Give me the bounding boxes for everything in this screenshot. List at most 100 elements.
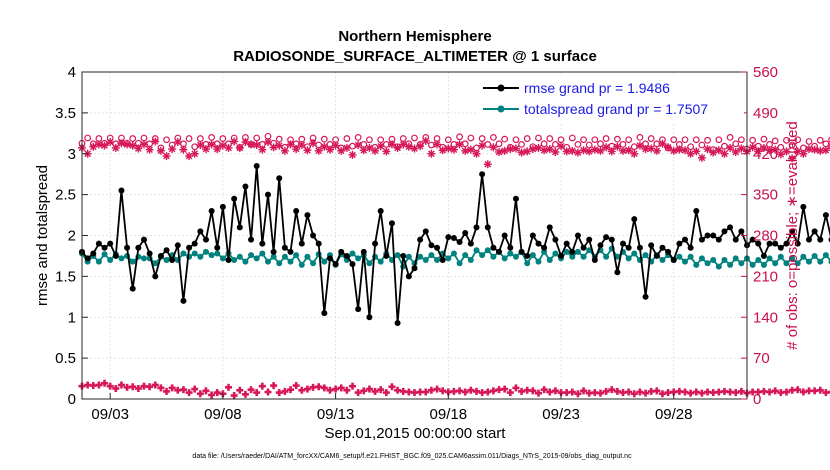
x-tick-label: 09/08 bbox=[204, 406, 242, 423]
rmse-point bbox=[197, 228, 204, 235]
obs-rejected-point bbox=[163, 387, 171, 395]
obs-possible-point bbox=[597, 140, 604, 148]
y-tick-label: 0.5 bbox=[55, 350, 76, 367]
obs-evaluated-point bbox=[714, 146, 723, 155]
rmse-point bbox=[473, 224, 480, 231]
rmse-point bbox=[219, 203, 226, 210]
obs-evaluated-point bbox=[325, 145, 334, 154]
rmse-point bbox=[456, 239, 463, 246]
obs-rejected-point bbox=[653, 387, 661, 395]
obs-evaluated-point bbox=[557, 142, 566, 151]
obs-possible-point bbox=[495, 140, 503, 148]
obs-evaluated-point bbox=[371, 146, 380, 155]
totalspread-point bbox=[603, 253, 610, 260]
totalspread-point bbox=[310, 260, 317, 267]
totalspread-point bbox=[535, 258, 542, 265]
obs-evaluated-point bbox=[128, 141, 137, 150]
obs-evaluated-point bbox=[151, 137, 160, 146]
obs-evaluated-point bbox=[247, 140, 256, 149]
obs-possible-point bbox=[253, 134, 261, 142]
totalspread-point bbox=[811, 252, 818, 259]
rmse-point bbox=[107, 240, 114, 247]
obs-rejected-point bbox=[371, 387, 379, 395]
obs-evaluated-point bbox=[269, 143, 278, 152]
ticks-layer: 0 0.5 1 1.5 2 2.5 3 3.5 4 0 70 140 210 280 350 420 490 56… bbox=[55, 64, 778, 423]
totalspread-point bbox=[231, 257, 238, 264]
obs-evaluated-point bbox=[162, 152, 171, 161]
y-right-tick-label: 280 bbox=[753, 228, 778, 245]
obs-rejected-point bbox=[258, 382, 266, 390]
rmse-point bbox=[507, 244, 514, 251]
obs-evaluated-point bbox=[190, 149, 199, 158]
obs-evaluated-point bbox=[263, 138, 272, 147]
obs-possible-point bbox=[580, 136, 587, 144]
rmse-point bbox=[304, 212, 311, 219]
obs-evaluated-point bbox=[111, 143, 120, 152]
obs-evaluated-point bbox=[348, 150, 357, 159]
rmse-point bbox=[372, 240, 379, 247]
obs-evaluated-point bbox=[224, 143, 233, 152]
totalspread-point bbox=[631, 250, 638, 257]
rmse-point bbox=[755, 240, 762, 247]
rmse-point bbox=[388, 220, 395, 227]
obs-evaluated-point bbox=[528, 145, 537, 154]
obs-rejected-point bbox=[816, 386, 824, 394]
rmse-point bbox=[242, 183, 249, 190]
rmse-point bbox=[783, 240, 790, 247]
x-tick-label: 09/23 bbox=[542, 406, 580, 423]
obs-rejected-point bbox=[506, 389, 514, 397]
rmse-point bbox=[157, 252, 164, 259]
totalspread-point bbox=[732, 255, 739, 262]
rmse-point bbox=[422, 228, 429, 235]
rmse-point bbox=[794, 240, 801, 247]
totalspread-point bbox=[276, 260, 283, 267]
rmse-point bbox=[152, 273, 159, 280]
totalspread-point bbox=[569, 253, 576, 260]
obs-evaluated-point bbox=[726, 143, 735, 152]
rmse-point bbox=[710, 232, 717, 239]
data-file-footer: data file: /Users/raeder/DAI/ATM_forcXX/… bbox=[192, 453, 632, 460]
obs-rejected-point bbox=[540, 386, 548, 394]
rmse-line bbox=[81, 165, 830, 324]
totalspread-point bbox=[214, 250, 221, 257]
obs-rejected-point bbox=[422, 388, 430, 396]
totalspread-point bbox=[642, 252, 649, 259]
rmse-point bbox=[484, 224, 491, 231]
rmse-point bbox=[591, 257, 598, 264]
totalspread-point bbox=[118, 255, 125, 262]
obs-possible-point bbox=[726, 133, 734, 141]
obs-evaluated-point bbox=[139, 140, 148, 149]
rmse-point bbox=[586, 236, 593, 243]
obs-rejected-point bbox=[264, 388, 272, 396]
obs-evaluated-point bbox=[123, 140, 132, 149]
obs-evaluated-point bbox=[444, 144, 453, 153]
obs-possible-point bbox=[687, 143, 695, 151]
totalspread-point bbox=[676, 253, 683, 260]
obs-possible-point bbox=[788, 141, 796, 149]
obs-evaluated-point bbox=[179, 145, 188, 154]
obs-evaluated-point bbox=[489, 143, 498, 152]
rmse-point bbox=[191, 240, 198, 247]
rmse-point bbox=[760, 252, 767, 259]
obs-possible-point bbox=[771, 137, 779, 145]
obs-rejected-point bbox=[529, 387, 537, 395]
rmse-point bbox=[355, 306, 362, 313]
totalspread-point bbox=[304, 253, 311, 260]
obs-evaluated-point bbox=[303, 146, 312, 155]
totalspread-point bbox=[687, 253, 694, 260]
obs-rejected-point bbox=[241, 390, 249, 398]
x-tick-label: 09/03 bbox=[91, 406, 129, 423]
rmse-point bbox=[174, 242, 181, 249]
rmse-point bbox=[298, 240, 305, 247]
rmse-point bbox=[546, 224, 553, 231]
y-tick-label: 4 bbox=[68, 64, 76, 81]
x-axis-label: Sep.01,2015 00:00:00 start bbox=[325, 425, 507, 442]
obs-rejected-point bbox=[343, 386, 351, 394]
obs-evaluated-point bbox=[720, 149, 729, 158]
totalspread-point bbox=[236, 253, 243, 260]
obs-possible-point bbox=[805, 138, 813, 145]
obs-rejected-point bbox=[292, 382, 300, 390]
totalspread-point bbox=[248, 252, 255, 259]
totalspread-point bbox=[298, 261, 305, 268]
obs-evaluated-point bbox=[173, 138, 182, 147]
